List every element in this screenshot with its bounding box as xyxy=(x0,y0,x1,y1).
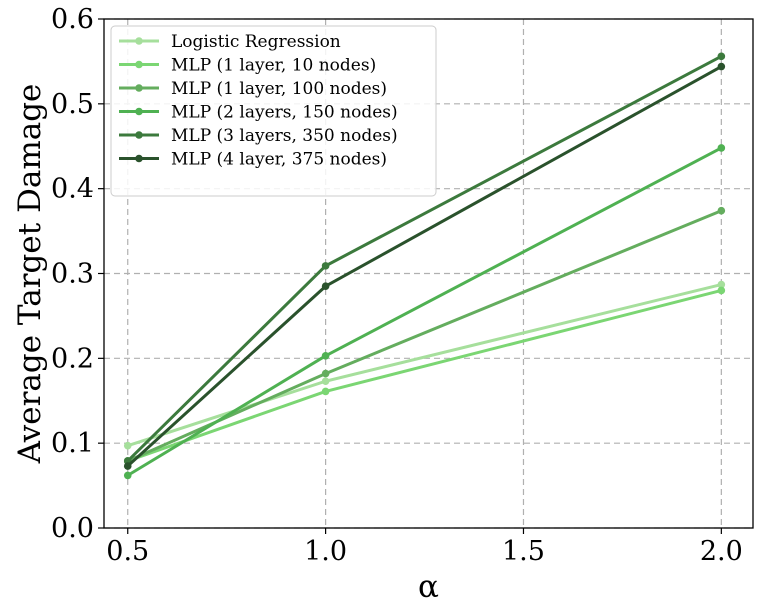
series-group xyxy=(123,144,726,480)
legend-swatch-marker xyxy=(135,84,143,92)
data-point xyxy=(321,387,330,396)
y-tick-label: 0.6 xyxy=(51,4,94,35)
data-point xyxy=(717,280,726,289)
legend-entry: MLP (2 layers, 150 nodes) xyxy=(119,103,398,123)
series-group xyxy=(123,206,726,465)
legend-entry: MLP (1 layer, 100 nodes) xyxy=(119,79,387,99)
data-point xyxy=(123,462,132,470)
y-tick-label: 0.2 xyxy=(51,343,94,374)
data-point xyxy=(123,471,132,480)
legend-entry: MLP (1 layer, 10 nodes) xyxy=(119,56,376,76)
legend-swatch-marker xyxy=(135,60,143,69)
legend-swatch-marker xyxy=(135,37,143,45)
y-tick-label: 0.5 xyxy=(51,89,94,120)
data-point xyxy=(123,441,132,450)
legend-swatch-marker xyxy=(135,107,143,116)
y-tick-label: 0.0 xyxy=(51,513,94,544)
y-axis-label: Average Target Damage xyxy=(12,84,48,465)
legend-label: MLP (1 layer, 10 nodes) xyxy=(171,56,376,76)
legend-swatch-marker xyxy=(135,131,143,139)
y-tick-label: 0.1 xyxy=(51,428,94,459)
x-tick-label: 0.5 xyxy=(106,536,149,567)
legend-label: MLP (3 layers, 350 nodes) xyxy=(171,126,398,146)
legend: Logistic Regression MLP (1 layer, 10 node… xyxy=(110,25,437,197)
x-tick-label: 2.0 xyxy=(700,536,743,567)
legend-entry: MLP (3 layers, 350 nodes) xyxy=(119,126,398,146)
series-lines xyxy=(123,52,726,480)
series-line xyxy=(127,289,722,463)
data-point xyxy=(717,52,726,61)
legend-label: MLP (2 layers, 150 nodes) xyxy=(171,103,398,123)
axis-ticks: 0.5 1.0 1.5 2.0 0.0 0.1 0.2 0.3 0.4 0.5 0.6 xyxy=(51,4,743,567)
data-point xyxy=(717,62,726,71)
legend-box xyxy=(110,25,437,197)
legend-entry: MLP (4 layer, 375 nodes) xyxy=(119,150,387,170)
y-tick-label: 0.3 xyxy=(51,259,94,290)
legend-swatch-marker xyxy=(135,154,143,163)
x-tick-label: 1.0 xyxy=(304,536,347,567)
series-group xyxy=(123,62,726,470)
x-axis-label: α xyxy=(418,569,439,605)
series-line xyxy=(127,209,722,463)
data-point xyxy=(717,286,726,295)
data-point xyxy=(717,206,726,215)
data-point xyxy=(321,282,330,291)
y-tick-label: 0.4 xyxy=(51,174,94,205)
data-point xyxy=(717,144,726,152)
data-point xyxy=(321,351,330,360)
legend-label: MLP (4 layer, 375 nodes) xyxy=(171,150,387,170)
series-group xyxy=(123,280,726,450)
data-point xyxy=(321,377,330,386)
legend-label: Logistic Regression xyxy=(171,32,341,52)
legend-entry: Logistic Regression xyxy=(119,32,341,52)
x-tick-label: 1.5 xyxy=(502,536,545,567)
legend-label: MLP (1 layer, 100 nodes) xyxy=(171,79,387,99)
data-point xyxy=(321,369,330,378)
data-point xyxy=(321,262,330,270)
